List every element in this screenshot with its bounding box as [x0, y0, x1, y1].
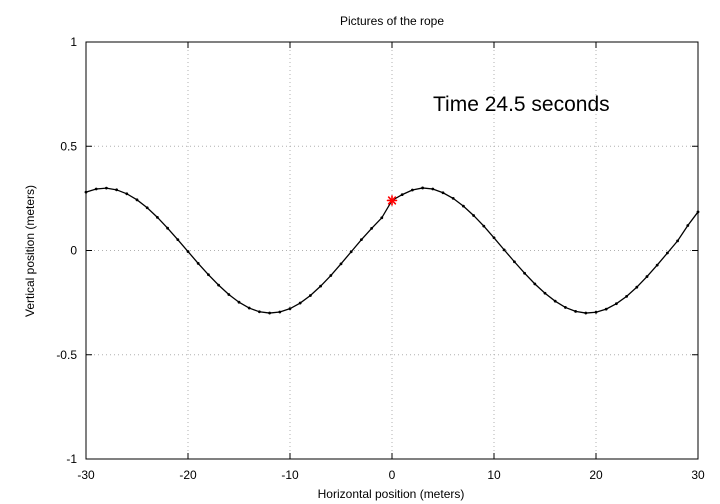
y-tick-label: 0 — [70, 244, 77, 258]
rope-point — [635, 285, 639, 289]
rope-point — [298, 301, 302, 305]
axis-ticks — [85, 41, 699, 460]
rope-point — [676, 239, 679, 243]
rope-point — [502, 248, 506, 252]
x-tick-label: 10 — [487, 468, 501, 482]
rope-point — [207, 273, 210, 277]
rope-point — [115, 188, 118, 192]
x-tick-labels: -30 -20 -10 0 10 20 30 — [77, 468, 705, 482]
rope-point — [472, 214, 475, 217]
y-tick-labels: -1 -0.5 0 0.5 1 — [56, 35, 77, 466]
rope-point — [421, 186, 424, 190]
rope-point — [319, 284, 322, 288]
x-tick-label: 0 — [389, 468, 396, 482]
rope-point — [166, 226, 170, 230]
x-tick-label: -30 — [77, 468, 95, 482]
highlight-point — [386, 195, 398, 206]
rope-point — [645, 275, 649, 278]
rope-point — [533, 282, 537, 286]
rope-point — [482, 224, 486, 228]
rope-point — [125, 192, 129, 196]
rope-point — [258, 310, 261, 314]
rope-point — [523, 271, 526, 275]
rope-point — [666, 251, 669, 255]
rope-point — [451, 196, 455, 200]
rope-point — [186, 250, 190, 253]
y-tick-label: 0.5 — [60, 139, 77, 153]
y-tick-label: -1 — [66, 452, 77, 466]
rope-point — [441, 191, 445, 195]
rope-point — [247, 306, 251, 310]
rope-point — [309, 294, 312, 297]
rope-point — [380, 216, 384, 220]
x-tick-label: 30 — [691, 468, 705, 482]
rope-point — [686, 224, 690, 227]
rope-point — [584, 311, 588, 315]
rope-point — [94, 187, 98, 191]
rope-point — [604, 307, 608, 311]
rope-point — [492, 236, 496, 240]
rope-point — [349, 250, 353, 254]
rope-point — [370, 226, 373, 230]
rope-point — [564, 306, 567, 309]
rope-point — [431, 187, 435, 191]
time-annotation: Time 24.5 seconds — [433, 93, 610, 116]
rope-point — [462, 204, 465, 208]
rope-point — [278, 310, 282, 314]
rope-point — [625, 294, 628, 298]
rope-point — [339, 262, 343, 266]
x-axis-label: Horizontal position (meters) — [318, 487, 465, 501]
rope-point — [237, 300, 241, 304]
rope-point — [574, 309, 577, 313]
rope-point — [227, 293, 231, 296]
highlight-marker-stroke — [387, 196, 397, 205]
rope-point — [329, 274, 333, 277]
chart-title: Pictures of the rope — [340, 14, 444, 28]
y-tick-label: -0.5 — [56, 348, 77, 362]
rope-point — [400, 193, 404, 197]
rope-point — [594, 310, 598, 314]
rope-point — [553, 299, 557, 303]
rope-point — [615, 302, 618, 306]
rope-point — [196, 262, 200, 265]
rope-point — [543, 291, 547, 295]
x-tick-label: -10 — [281, 468, 299, 482]
highlight-marker — [386, 195, 398, 206]
rope-point — [105, 186, 108, 190]
rope-point — [156, 215, 159, 219]
rope-point — [288, 307, 292, 311]
rope-point — [268, 311, 271, 315]
rope-point — [217, 283, 221, 287]
rope-point — [655, 263, 659, 267]
rope-point — [411, 188, 414, 192]
x-tick-label: 20 — [589, 468, 603, 482]
rope-point — [360, 238, 363, 242]
rope-point — [135, 198, 139, 202]
rope-point — [145, 206, 149, 210]
x-tick-label: -20 — [179, 468, 197, 482]
y-tick-label: 1 — [70, 35, 77, 49]
rope-point — [176, 238, 180, 242]
y-axis-label: Vertical position (meters) — [23, 185, 37, 317]
rope-point — [513, 260, 516, 264]
